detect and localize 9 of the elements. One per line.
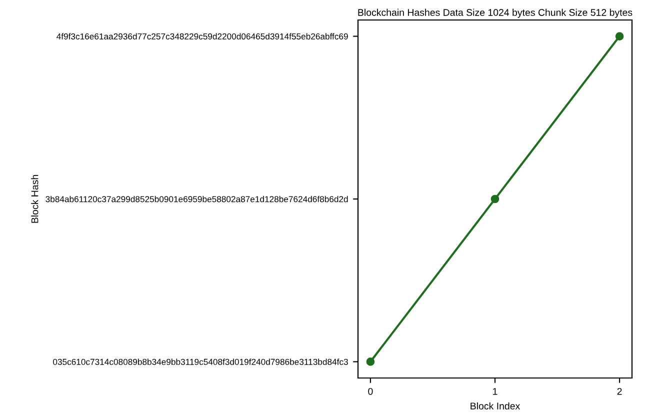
y-tick-label: 4f9f3c16e61aa2936d77c257c348229c59d2200d06465d3914f55eb26abffc69 (56, 33, 348, 40)
chart-title: Blockchain Hashes Data Size 1024 bytes Chunk Size 512 bytes (358, 8, 632, 18)
x-tick-label: 0 (368, 388, 373, 395)
y-tick-label: 3b84ab61120c37a299d8525b0901e6959be58802a87e1d128be7624d6f8b6d2d (46, 196, 348, 202)
x-tick-label: 1 (493, 388, 498, 395)
x-axis-title: Block Index (470, 402, 520, 410)
y-axis-title: Block Hash (31, 175, 38, 223)
y-tick-label: 035c610c7314c08089b8b34e9bb3119c5408f3d019f240d7986be3113bd84fc3 (53, 358, 348, 365)
x-tick-label: 2 (617, 388, 622, 395)
